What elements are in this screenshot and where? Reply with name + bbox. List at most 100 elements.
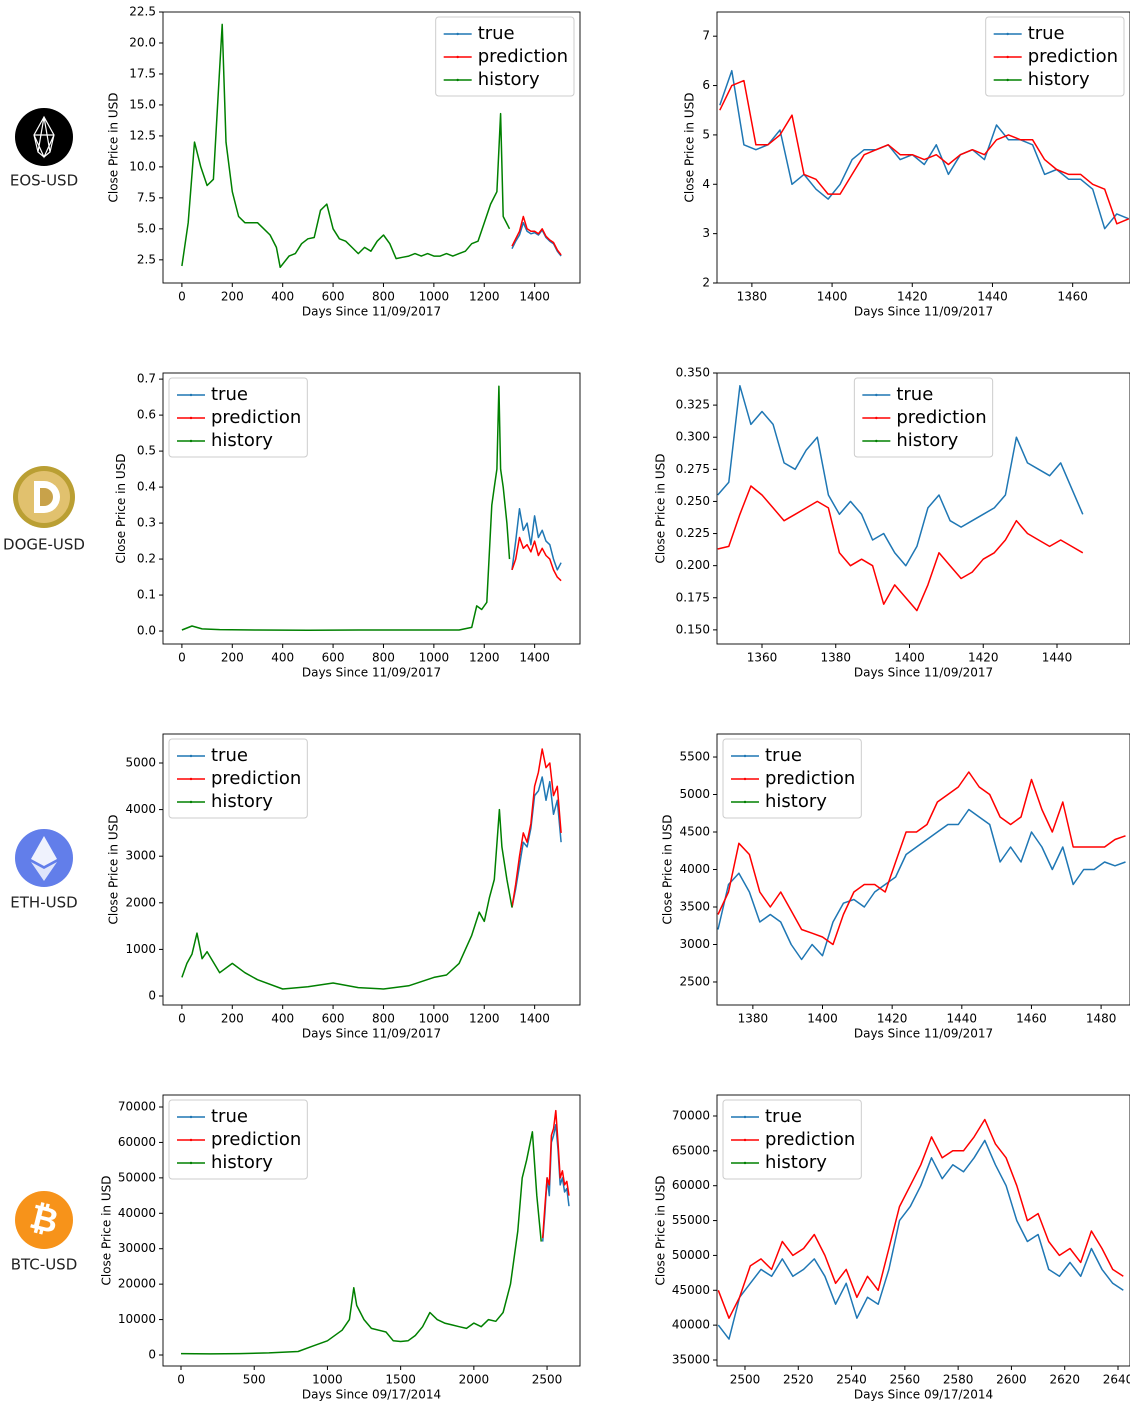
eos-icon bbox=[15, 108, 73, 166]
x-tick-label: 2000 bbox=[459, 1373, 490, 1387]
x-tick-label: 2580 bbox=[943, 1373, 974, 1387]
legend-box bbox=[985, 16, 1125, 97]
asset-label: BTC-USD bbox=[11, 1256, 78, 1274]
y-axis-label: Close Price in USD bbox=[107, 815, 121, 925]
x-tick-label: 2500 bbox=[532, 1373, 563, 1387]
legend-marker bbox=[189, 1115, 193, 1119]
x-tick-label: 2520 bbox=[783, 1373, 814, 1387]
y-tick-label: 60000 bbox=[672, 1178, 710, 1192]
x-tick-label: 2640 bbox=[1103, 1373, 1130, 1387]
x-tick-label: 1000 bbox=[419, 1012, 450, 1026]
y-axis-label: Close Price in USD bbox=[682, 93, 696, 203]
legend-box bbox=[168, 377, 308, 458]
legend-marker bbox=[1006, 78, 1009, 82]
legend-label: prediction bbox=[211, 407, 301, 428]
y-tick-label: 4000 bbox=[679, 862, 710, 876]
btc-icon: ₿ bbox=[15, 1191, 73, 1249]
x-tick-label: 1380 bbox=[820, 651, 851, 665]
axes-frame bbox=[162, 1094, 581, 1367]
data-line bbox=[717, 485, 1084, 612]
x-tick-label: 1400 bbox=[817, 290, 848, 304]
x-axis-label: Days Since 11/09/2017 bbox=[854, 666, 993, 680]
legend-marker bbox=[743, 777, 747, 781]
x-tick-label: 1000 bbox=[419, 651, 450, 665]
y-tick-label: 2500 bbox=[679, 974, 710, 988]
y-tick-label: 2000 bbox=[125, 895, 156, 909]
legend-label: history bbox=[896, 430, 958, 451]
x-tick-label: 0 bbox=[178, 1012, 186, 1026]
x-tick-label: 400 bbox=[271, 290, 294, 304]
legend-marker bbox=[189, 416, 193, 420]
plot-area bbox=[717, 771, 1126, 961]
legend-marker bbox=[1006, 32, 1009, 36]
legend-marker bbox=[875, 439, 878, 443]
legend-box bbox=[722, 738, 862, 819]
x-tick-label: 1440 bbox=[1042, 651, 1073, 665]
y-tick-label: 7 bbox=[702, 29, 710, 43]
y-tick-label: 55000 bbox=[672, 1213, 710, 1227]
x-tick-label: 0 bbox=[178, 651, 186, 665]
y-tick-label: 0.150 bbox=[676, 622, 710, 636]
x-axis-label: Days Since 09/17/2014 bbox=[854, 1388, 993, 1402]
y-tick-label: 2.5 bbox=[137, 252, 156, 266]
x-tick-label: 1400 bbox=[519, 290, 550, 304]
y-tick-label: 0 bbox=[148, 1347, 156, 1361]
plot-area bbox=[180, 1109, 570, 1355]
y-tick-label: 3500 bbox=[679, 899, 710, 913]
y-tick-label: 0.350 bbox=[676, 366, 710, 380]
asset-label: ETH-USD bbox=[10, 894, 77, 912]
x-tick-label: 200 bbox=[221, 1012, 244, 1026]
legend-label: prediction bbox=[1028, 46, 1118, 67]
x-tick-label: 1440 bbox=[947, 1012, 978, 1026]
legend-label: prediction bbox=[765, 768, 855, 789]
y-tick-label: 6 bbox=[702, 78, 710, 92]
legend-marker bbox=[189, 1138, 193, 1142]
legend-label: history bbox=[765, 1152, 827, 1173]
y-tick-label: 0.2 bbox=[137, 552, 156, 566]
y-tick-label: 5500 bbox=[679, 750, 710, 764]
x-axis-label: Days Since 11/09/2017 bbox=[302, 305, 441, 319]
plot-area bbox=[717, 1118, 1124, 1340]
y-axis-label: Close Price in USD bbox=[100, 1176, 114, 1286]
y-tick-label: 40000 bbox=[118, 1206, 156, 1220]
x-tick-label: 1000 bbox=[419, 290, 450, 304]
y-tick-label: 70000 bbox=[672, 1108, 710, 1122]
y-tick-label: 0.325 bbox=[676, 398, 710, 412]
y-tick-label: 10000 bbox=[118, 1312, 156, 1326]
y-tick-label: 60000 bbox=[118, 1135, 156, 1149]
y-tick-label: 5000 bbox=[125, 755, 156, 769]
x-tick-label: 1400 bbox=[894, 651, 925, 665]
data-line bbox=[181, 23, 511, 269]
y-tick-label: 35000 bbox=[672, 1353, 710, 1367]
x-tick-label: 1380 bbox=[738, 1012, 769, 1026]
x-tick-label: 800 bbox=[372, 290, 395, 304]
data-line bbox=[511, 507, 562, 571]
x-tick-label: 600 bbox=[322, 1012, 345, 1026]
x-tick-label: 1460 bbox=[1057, 290, 1088, 304]
legend-marker bbox=[456, 32, 459, 36]
legend-marker bbox=[743, 1138, 747, 1142]
x-tick-label: 2620 bbox=[1049, 1373, 1080, 1387]
data-line bbox=[511, 536, 562, 582]
y-tick-label: 0.0 bbox=[137, 624, 156, 638]
x-tick-label: 800 bbox=[372, 1012, 395, 1026]
legend-label: history bbox=[1028, 69, 1090, 90]
legend-marker bbox=[189, 439, 193, 443]
x-tick-label: 200 bbox=[221, 651, 244, 665]
legend-marker bbox=[456, 78, 459, 82]
y-tick-label: 20000 bbox=[118, 1277, 156, 1291]
y-tick-label: 22.5 bbox=[129, 5, 156, 19]
y-tick-label: 45000 bbox=[672, 1283, 710, 1297]
data-line bbox=[719, 69, 1130, 230]
legend-box bbox=[722, 1099, 862, 1180]
data-line bbox=[511, 215, 562, 256]
axes-frame bbox=[716, 1094, 1130, 1367]
legend-marker bbox=[743, 1161, 747, 1165]
y-tick-label: 4500 bbox=[679, 825, 710, 839]
x-tick-label: 1460 bbox=[1016, 1012, 1047, 1026]
legend-label: true bbox=[211, 1106, 248, 1127]
x-tick-label: 1400 bbox=[519, 1012, 550, 1026]
